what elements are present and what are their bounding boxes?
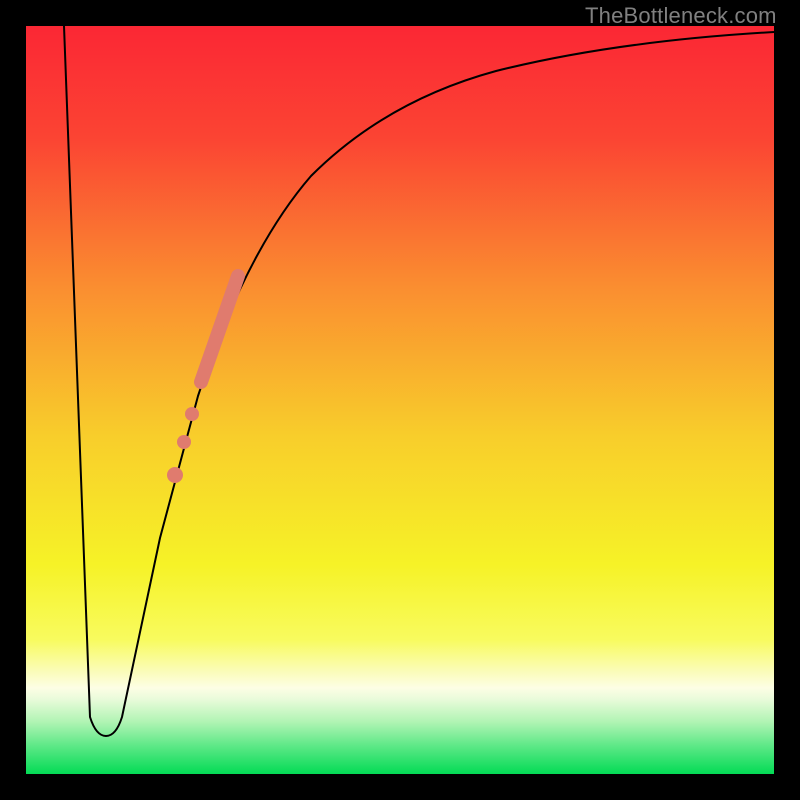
chart-svg	[0, 0, 800, 800]
marker-dot	[185, 407, 199, 421]
marker-dot	[167, 467, 183, 483]
gradient-background	[26, 26, 774, 774]
plot-area	[26, 26, 774, 774]
marker-dot	[177, 435, 191, 449]
watermark-text: TheBottleneck.com	[585, 3, 777, 29]
